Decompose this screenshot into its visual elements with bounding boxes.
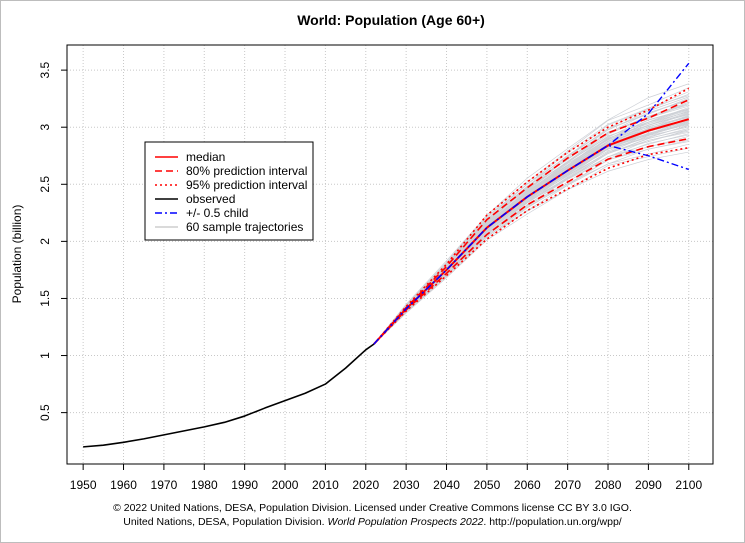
- sample-trajectory: [373, 143, 689, 345]
- y-tick-label: 3: [38, 124, 52, 131]
- sample-trajectory: [373, 120, 689, 345]
- x-tick-label: 2000: [272, 478, 299, 492]
- sample-trajectory: [373, 109, 689, 345]
- y-axis-label: Population (billion): [10, 205, 24, 304]
- sample-trajectory: [373, 111, 689, 345]
- sample-trajectory: [373, 116, 689, 345]
- legend-label: observed: [186, 192, 235, 206]
- x-tick-label: 2020: [352, 478, 379, 492]
- credit-prefix: United Nations, DESA, Population Divisio…: [123, 516, 325, 528]
- series-line-observed: [83, 343, 375, 448]
- y-tick-label: 3.5: [38, 61, 52, 78]
- sample-trajectory: [373, 134, 689, 345]
- plot-area-border: [66, 44, 714, 465]
- y-tick-label: 1: [38, 352, 52, 359]
- x-axis: 1950 1960 1970 1980 1990 2000 2010 2020 2030 2040…: [70, 464, 702, 492]
- x-tick-label: 1990: [231, 478, 258, 492]
- x-tick-label: 2100: [675, 478, 702, 492]
- x-tick-label: 2040: [433, 478, 460, 492]
- x-tick-label: 2030: [393, 478, 420, 492]
- sample-trajectory: [373, 87, 689, 345]
- sample-trajectory: [373, 128, 689, 345]
- x-tick-label: 1950: [70, 478, 97, 492]
- sample-trajectory: [373, 112, 689, 345]
- y-tick-label: 2.5: [38, 176, 52, 193]
- series-lines: [83, 62, 690, 448]
- sample-trajectory: [373, 91, 689, 345]
- sample-trajectory: [373, 133, 689, 345]
- sample-trajectory: [373, 121, 689, 345]
- sample-trajectory: [373, 97, 689, 345]
- series-line-95-prediction-interval-upper: [373, 87, 690, 345]
- sample-trajectory: [373, 108, 689, 345]
- x-tick-label: 2070: [554, 478, 581, 492]
- y-tick-label: 0.5: [38, 404, 52, 421]
- sample-trajectory: [373, 83, 689, 345]
- sample-trajectory: [373, 115, 689, 345]
- x-tick-label: 1960: [110, 478, 137, 492]
- sample-trajectory: [373, 105, 689, 345]
- credit-line-2: United Nations, DESA, Population Divisio…: [0, 516, 745, 528]
- legend-label: median: [186, 150, 225, 164]
- credit-publication: World Population Prospects 2022: [327, 516, 484, 528]
- series-line-80-prediction-interval-upper: [373, 99, 690, 345]
- sample-trajectory: [373, 135, 689, 345]
- x-tick-label: 2090: [635, 478, 662, 492]
- legend-label: 80% prediction interval: [186, 164, 307, 178]
- sample-trajectory: [373, 139, 689, 345]
- x-tick-label: 1970: [151, 478, 178, 492]
- legend-box: [144, 141, 314, 241]
- sample-trajectory: [373, 119, 689, 345]
- y-tick-label: 1.5: [38, 290, 52, 307]
- grid: [67, 45, 713, 464]
- legend-label: 95% prediction interval: [186, 178, 307, 192]
- sample-trajectory: [373, 116, 689, 345]
- sample-trajectory: [373, 141, 689, 345]
- credit-suffix: . http://population.un.org/wpp/: [483, 516, 622, 528]
- sample-trajectory: [373, 130, 689, 345]
- sample-trajectory: [373, 129, 689, 345]
- sample-trajectory: [373, 114, 689, 345]
- sample-trajectory: [373, 131, 689, 345]
- legend-label: +/- 0.5 child: [186, 206, 248, 220]
- x-tick-label: 1980: [191, 478, 218, 492]
- credit-line-1: © 2022 United Nations, DESA, Population …: [113, 502, 632, 514]
- sample-trajectory: [373, 126, 689, 345]
- legend-label: 60 sample trajectories: [186, 220, 303, 234]
- x-tick-label: 2010: [312, 478, 339, 492]
- sample-trajectory: [373, 120, 689, 345]
- sample-trajectory: [373, 121, 689, 345]
- x-tick-label: 2060: [514, 478, 541, 492]
- sample-trajectory: [373, 147, 689, 345]
- chart-title: World: Population (Age 60+): [297, 12, 485, 28]
- series-line--0-5-child: [373, 144, 689, 345]
- series-line-median: [373, 118, 690, 345]
- x-tick-label: 2050: [474, 478, 501, 492]
- y-axis: 0.5 1 1.5 2 2.5 3 3.5: [38, 61, 67, 421]
- x-tick-label: 2080: [595, 478, 622, 492]
- sample-trajectories: [373, 83, 689, 345]
- y-tick-label: 2: [38, 238, 52, 245]
- sample-trajectory: [373, 118, 689, 345]
- sample-trajectory: [373, 151, 689, 345]
- sample-trajectory: [373, 118, 689, 345]
- sample-trajectory: [373, 108, 689, 345]
- series-line-95-prediction-interval-lower: [373, 146, 689, 345]
- sample-trajectory: [373, 109, 689, 345]
